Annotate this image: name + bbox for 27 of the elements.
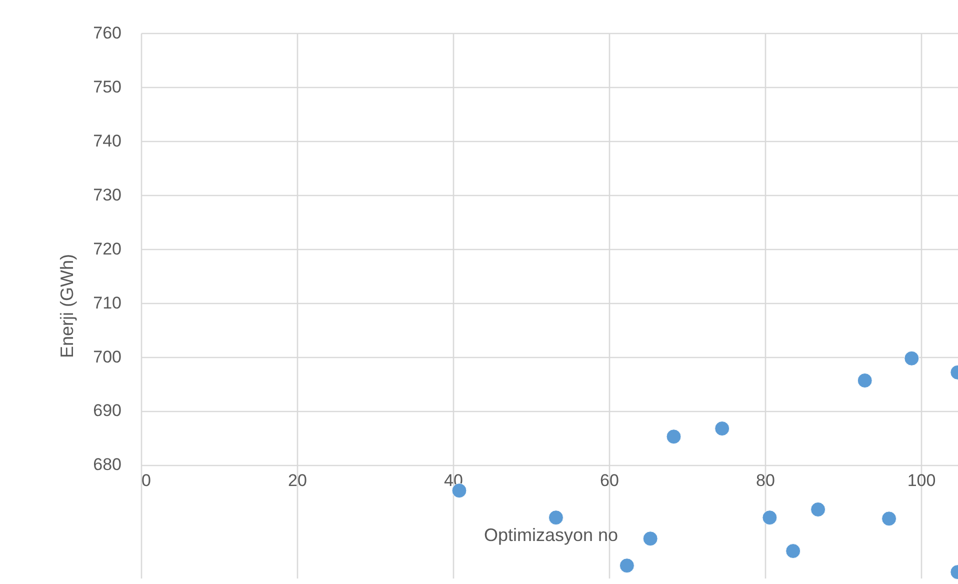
x-tick-label: 100: [907, 471, 936, 490]
point: [762, 510, 778, 526]
point: [810, 502, 826, 517]
y-tick-label: 740: [93, 131, 122, 150]
y-axis-title: Enerji (GWh): [57, 254, 78, 358]
point: [857, 373, 872, 388]
y-tick-label: 680: [93, 455, 122, 474]
point: [642, 531, 658, 546]
x-tick-label: 60: [600, 471, 619, 490]
point: [619, 558, 634, 574]
point: [714, 421, 730, 436]
x-tick-label: 20: [288, 471, 307, 490]
y-tick-label: 710: [93, 293, 122, 312]
y-tick-label: 700: [93, 347, 122, 366]
y-tick-label: 690: [93, 401, 122, 420]
x-axis-title: Optimizasyon no: [484, 525, 618, 546]
x-tick-label: 80: [756, 471, 775, 490]
point: [666, 429, 682, 444]
x-tick-label: 0: [142, 471, 151, 490]
y-tick-label: 750: [93, 77, 122, 96]
y-tick-label: 760: [93, 24, 122, 42]
y-tick-label: 730: [93, 185, 122, 204]
point: [786, 544, 801, 558]
y-tick-label: 720: [93, 239, 122, 258]
point: [882, 511, 897, 526]
point: [904, 350, 920, 366]
point: [548, 510, 564, 526]
